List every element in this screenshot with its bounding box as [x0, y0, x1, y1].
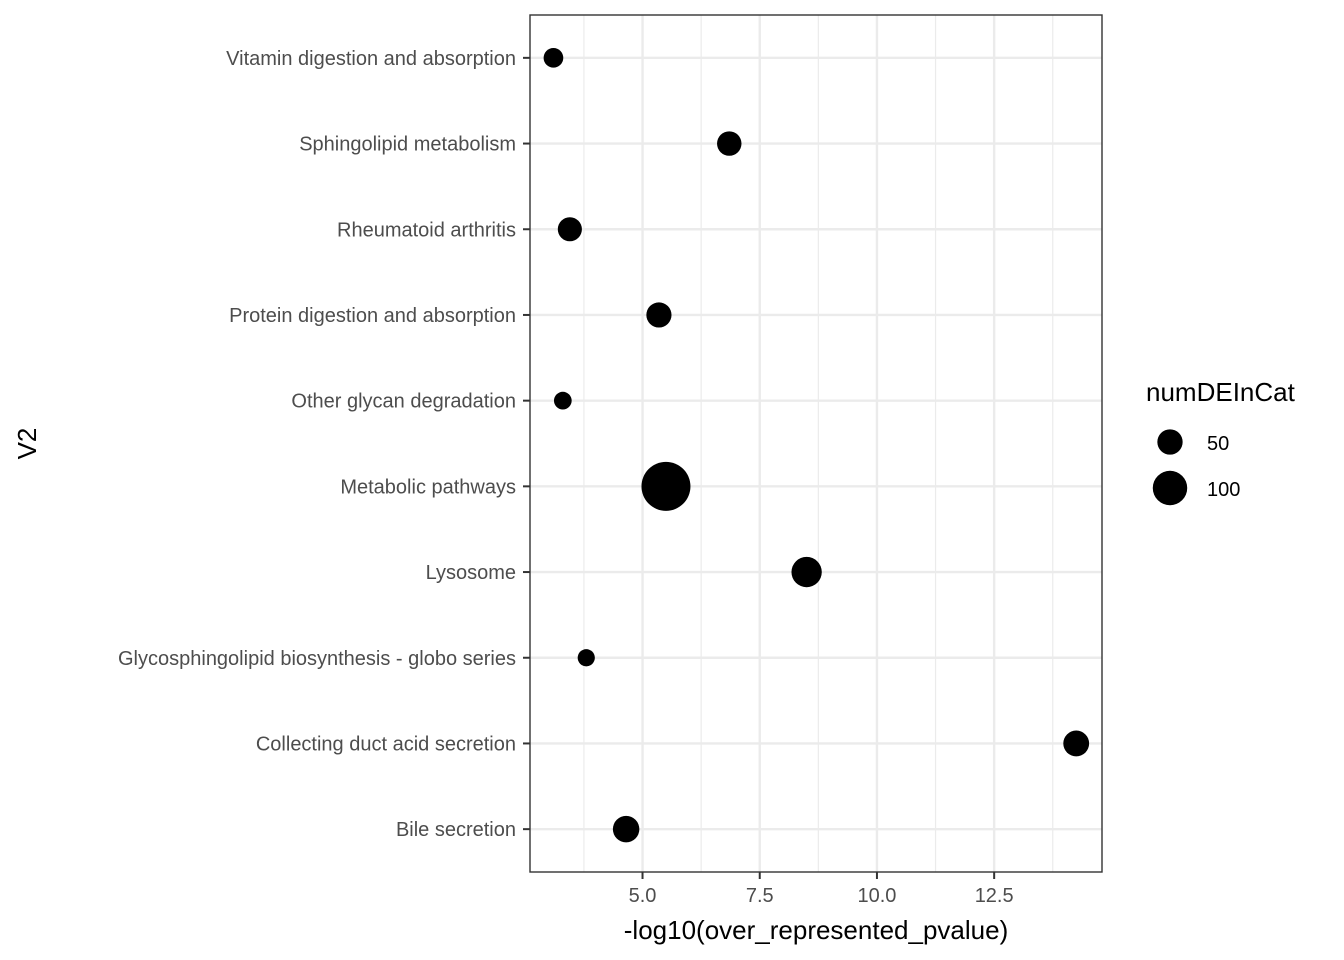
data-points: [543, 48, 1090, 843]
data-point: [557, 217, 582, 242]
data-point: [641, 461, 691, 511]
panel-border: [529, 14, 1103, 873]
legend-title: numDEInCat: [1146, 377, 1296, 407]
data-point: [543, 48, 564, 68]
data-point: [646, 302, 672, 328]
y-tick-label: Lysosome: [426, 562, 516, 584]
y-axis-title: V2: [12, 428, 42, 460]
legend-label: 100: [1207, 479, 1240, 501]
y-axis: Bile secretion Collecting duct acid secre…: [118, 48, 530, 841]
data-point: [553, 391, 572, 410]
y-tick-label: Protein digestion and absorption: [229, 305, 516, 327]
y-tick-label: Vitamin digestion and absorption: [226, 48, 516, 70]
y-tick-label: Glycosphingolipid biosynthesis - globo s…: [118, 648, 516, 670]
x-tick-label: 5.0: [629, 885, 657, 907]
x-axis: 5.0 7.5 10.0 12.5: [629, 872, 1014, 907]
data-point: [791, 556, 822, 588]
x-tick-label: 10.0: [857, 885, 896, 907]
legend-key: [1152, 470, 1188, 506]
y-tick-label: Metabolic pathways: [340, 476, 516, 498]
data-point: [717, 131, 742, 156]
y-tick-label: Other glycan degradation: [291, 391, 516, 413]
data-point: [577, 649, 595, 667]
y-tick-label: Sphingolipid metabolism: [299, 134, 516, 156]
data-point: [612, 815, 640, 843]
y-tick-label: Rheumatoid arthritis: [337, 219, 516, 241]
legend-label: 50: [1207, 433, 1229, 455]
y-tick-label: Collecting duct acid secretion: [256, 733, 516, 755]
grid-minor: [583, 15, 1054, 872]
x-tick-label: 7.5: [746, 885, 774, 907]
x-axis-title: -log10(over_represented_pvalue): [624, 915, 1008, 945]
y-tick-label: Bile secretion: [396, 819, 516, 841]
x-tick-label: 12.5: [975, 885, 1014, 907]
data-point: [1063, 730, 1090, 757]
legend-key: [1157, 429, 1183, 455]
grid-major: [530, 15, 1102, 872]
legend: numDEInCat 50 100: [1146, 377, 1296, 506]
